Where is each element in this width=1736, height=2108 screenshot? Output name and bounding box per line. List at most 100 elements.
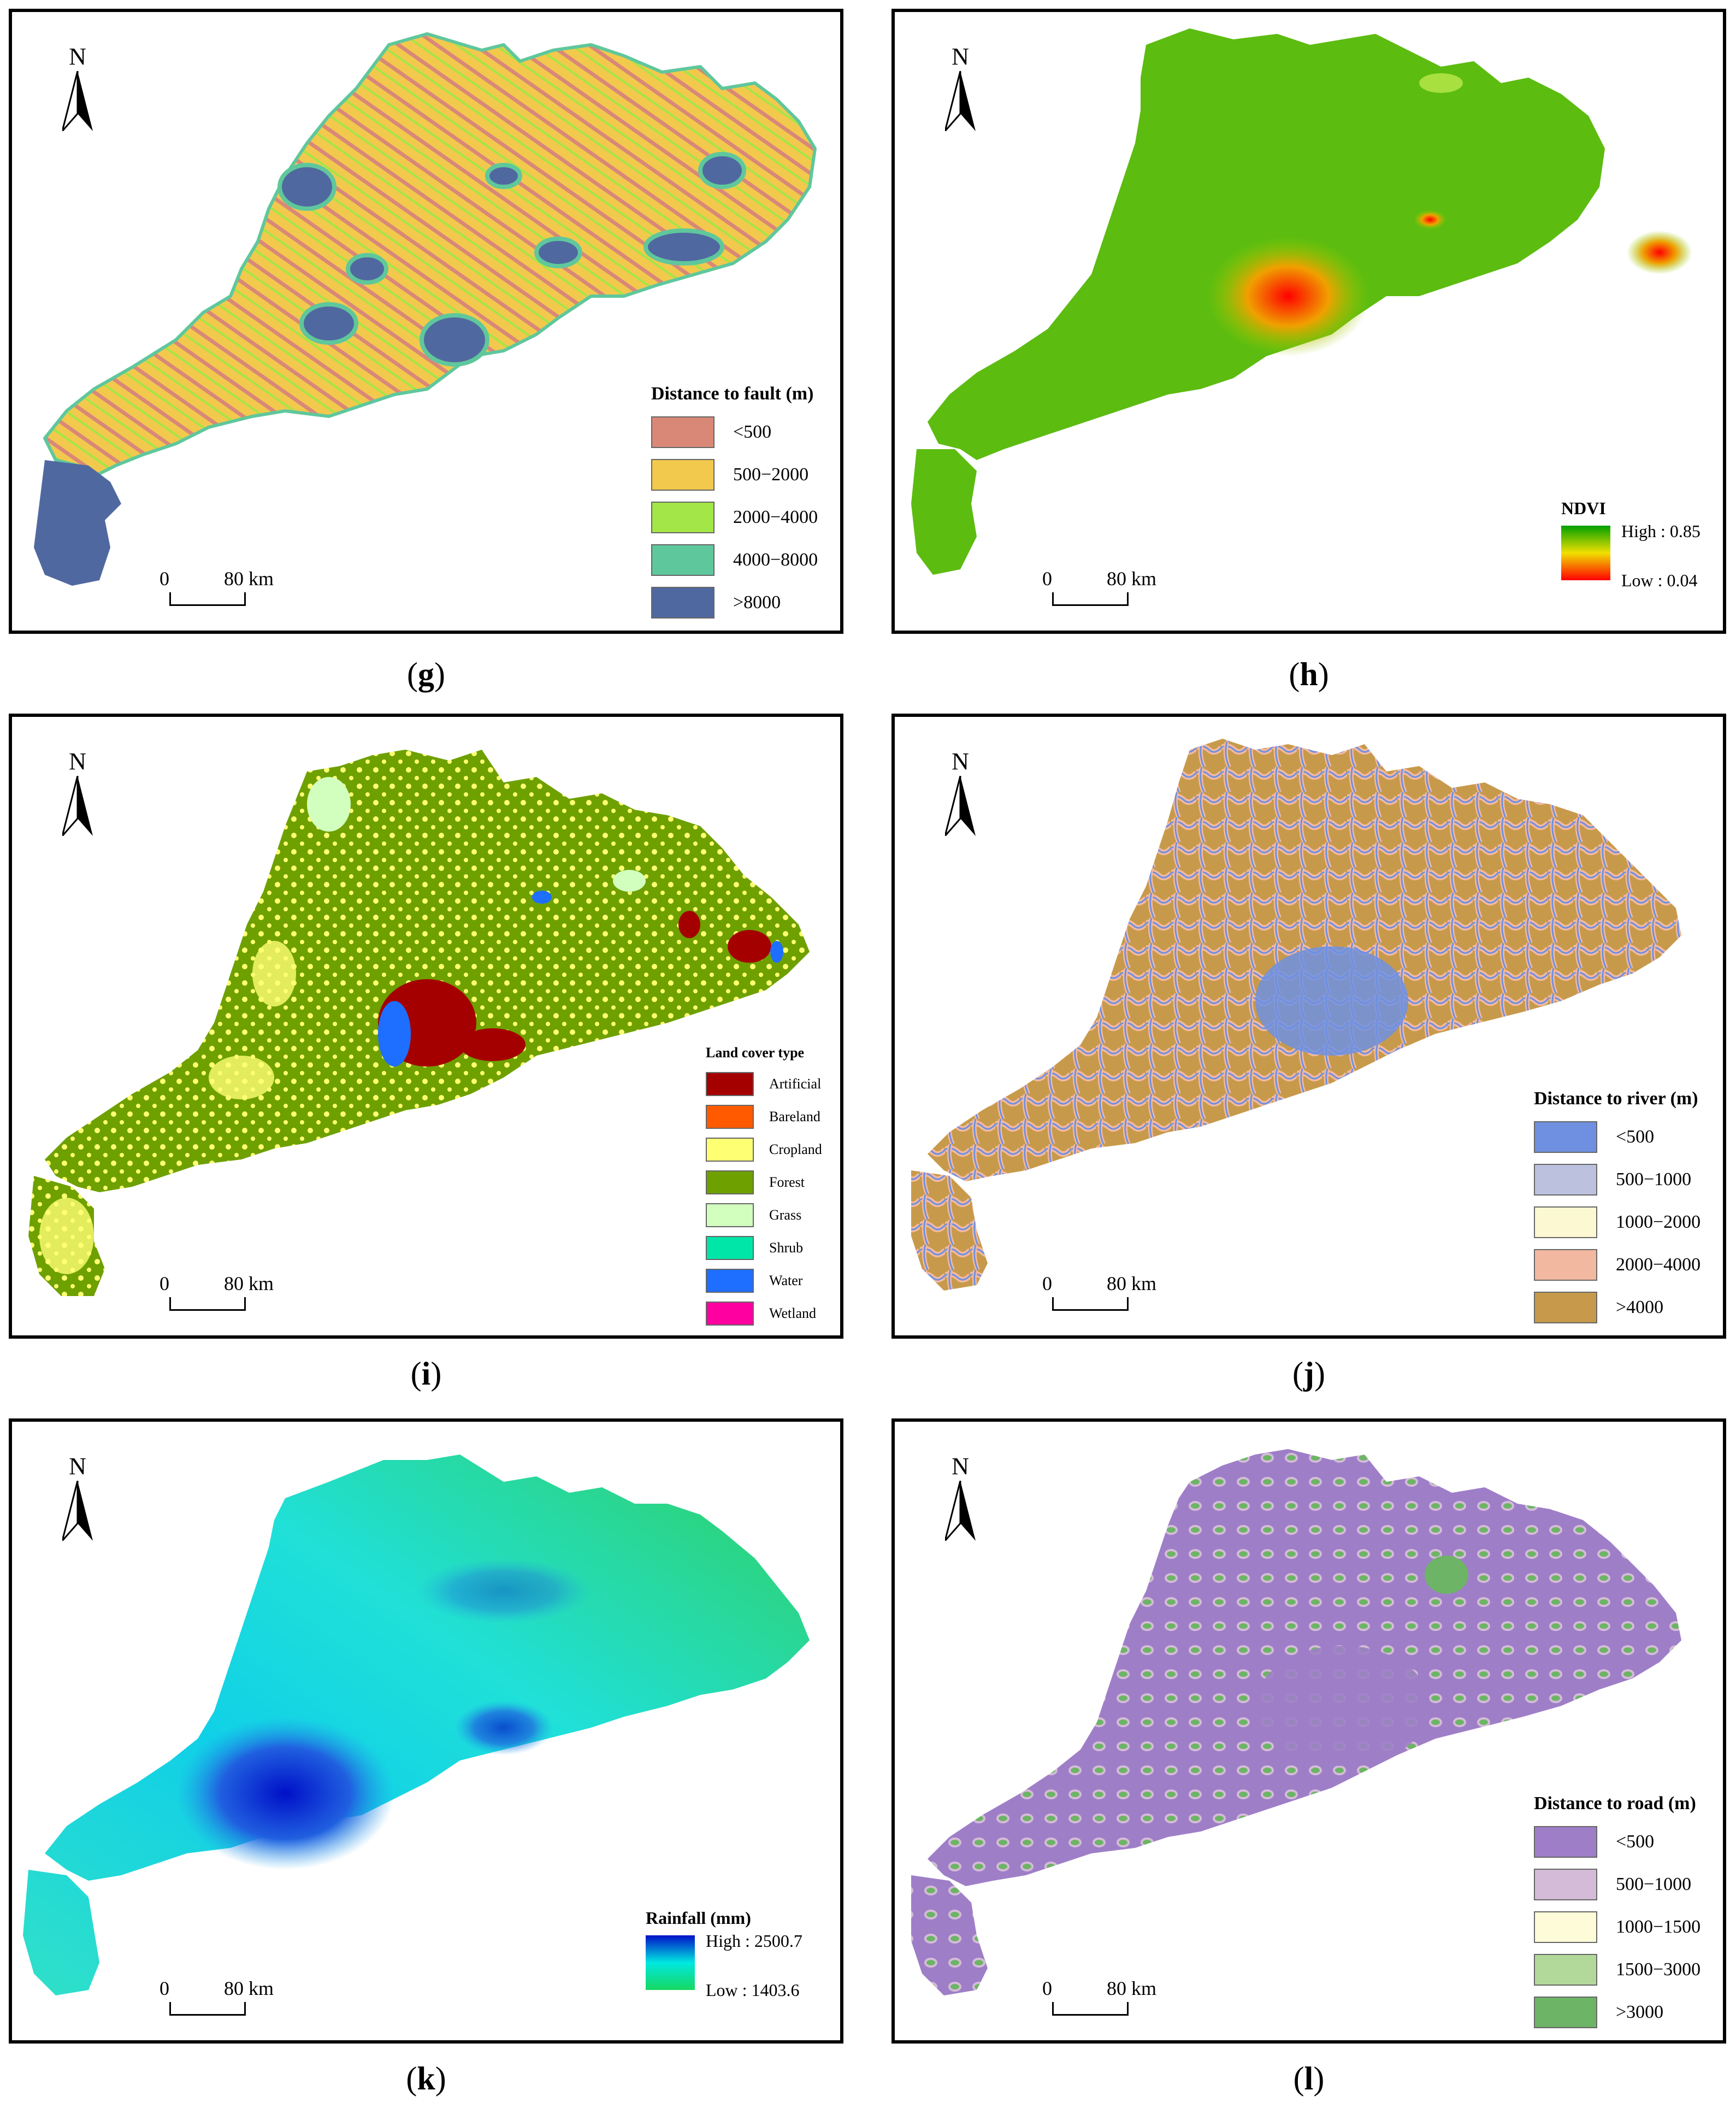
legend-low-label: Low : 1403.6 [706,1980,800,2000]
north-arrow: N [933,43,988,141]
legend-swatch [706,1072,754,1096]
legend-item: 500−2000 [651,454,818,496]
legend-swatch [651,459,715,491]
legend-title: Rainfall (mm) [646,1908,751,1928]
legend-swatch [1534,1826,1597,1858]
scale-end-label: 80 km [224,568,274,590]
scale-start-label: 0 [1042,568,1052,590]
caption-letter: h [1300,656,1318,692]
legend-item: >3000 [1534,1991,1700,2034]
legend-swatch [651,416,715,448]
legend-swatch [1534,1997,1597,2028]
legend-item: Artificial [706,1068,822,1100]
legend-swatch [1534,1249,1597,1281]
scale-bar-line [1052,2002,1129,2016]
legend-high-label: High : 0.85 [1621,521,1700,541]
legend-item: 1000−2000 [1534,1201,1700,1244]
legend-item: 2000−4000 [1534,1244,1700,1286]
scale-bar-line [169,592,246,606]
legend-item: Water [706,1264,822,1297]
map-ndvi [911,28,1692,575]
region-tip [34,460,121,586]
legend-item: 4000−8000 [651,539,818,581]
scale-start-label: 0 [160,568,169,590]
legend-label: Cropland [769,1141,822,1157]
region-shape [23,1455,810,1995]
legend-ndvi: NDVI High : 0.85 Low : 0.04 [1561,498,1720,602]
north-arrow-icon [945,776,976,836]
legend-distance-to-fault: Distance to fault (m) <500 500−2000 2000−4… [651,384,818,624]
caption-letter: k [417,2060,435,2097]
scale-bar: 0 80 km [1042,1977,1156,2021]
scale-end-label: 80 km [224,1273,274,1294]
legend-distance-to-river: Distance to river (m) <500 500−1000 1000−2… [1534,1088,1700,1329]
legend-item: Cropland [706,1133,822,1166]
legend-item: Shrub [706,1232,822,1264]
legend-label: Shrub [769,1240,804,1256]
map-panel-land-cover: N 0 80 km Land cover type Artificial Bare… [9,714,843,1339]
scale-bar-line [1052,1297,1129,1311]
legend-swatch [1534,1164,1597,1196]
legend-swatch [1534,1869,1597,1900]
map-distance-to-road [911,1449,1681,1995]
legend-title: Distance to fault (m) [651,384,814,404]
map-land-cover [28,750,810,1296]
legend-label: >3000 [1616,2002,1664,2022]
scale-bar: 0 80 km [1042,1272,1156,1316]
scale-start-label: 0 [160,1977,169,1999]
north-label: N [69,748,86,775]
legend-swatch [1534,1121,1597,1153]
legend-label: 500−1000 [1616,1169,1692,1190]
legend-title: Distance to river (m) [1534,1088,1698,1109]
legend-label: 4000−8000 [733,550,818,570]
legend-land-cover: Land cover type Artificial Bareland Cropla… [706,1045,822,1330]
legend-label: 500−1000 [1616,1874,1692,1894]
caption-k: (k) [406,2060,446,2097]
caption-h: (h) [1289,656,1329,692]
caption-j: (j) [1292,1356,1325,1392]
legend-swatch [706,1170,754,1194]
scale-start-label: 0 [1042,1273,1052,1294]
legend-label: Water [769,1273,803,1288]
caption-g: (g) [407,656,445,692]
legend-high-label: High : 2500.7 [706,1931,802,1951]
map-panel-distance-to-fault: N 0 80 km Distance to fault (m) <500 500−… [9,9,843,634]
map-rainfall [23,1455,810,1995]
scale-end-label: 80 km [1107,568,1157,590]
legend-low-label: Low : 0.04 [1621,570,1698,590]
legend-item: Wetland [706,1297,822,1330]
legend-title: Land cover type [706,1045,805,1061]
legend-swatch [651,544,715,576]
legend-swatch [1534,1292,1597,1323]
legend-item: Grass [706,1199,822,1232]
legend-label: >4000 [1616,1297,1664,1317]
scale-bar: 0 80 km [160,1977,274,2021]
caption-letter: g [418,656,434,692]
legend-title: Distance to road (m) [1534,1793,1696,1813]
north-arrow: N [50,1452,105,1551]
north-arrow: N [50,43,105,141]
scale-end-label: 80 km [1107,1977,1157,1999]
legend-label: 2000−4000 [733,507,818,527]
north-arrow: N [50,747,105,846]
caption-letter: i [421,1356,431,1392]
legend-label: 500−2000 [733,464,809,485]
scale-bar-line [169,2002,246,2016]
north-label: N [952,748,969,775]
caption-letter: j [1303,1356,1314,1392]
caption-i: (i) [410,1356,442,1392]
north-label: N [69,1453,86,1480]
legend-item: <500 [651,411,818,454]
scale-start-label: 0 [160,1273,169,1294]
legend-swatch [706,1138,754,1162]
north-label: N [69,43,86,70]
legend-label: 1000−1500 [1616,1917,1701,1937]
legend-item: 2000−4000 [651,496,818,539]
legend-label: Grass [769,1207,802,1223]
scale-end-label: 80 km [1107,1273,1157,1294]
legend-swatch [706,1302,754,1326]
legend-label: Artificial [769,1076,822,1092]
map-distance-to-fault [34,32,817,586]
legend-swatch [1534,1911,1597,1943]
legend-item: >4000 [1534,1286,1700,1329]
